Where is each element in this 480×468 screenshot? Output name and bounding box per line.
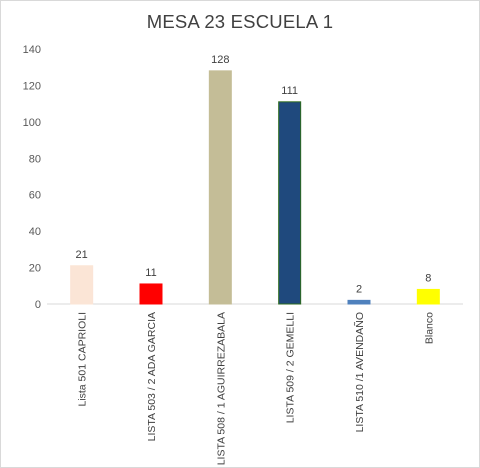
bar-data-label: 8 bbox=[425, 272, 431, 284]
bar-data-label: 11 bbox=[145, 267, 156, 279]
x-category-label: Blanco bbox=[423, 312, 435, 344]
bar bbox=[208, 70, 232, 305]
y-tick-label: 120 bbox=[23, 80, 41, 92]
x-category-label: Lista 501 CAPRIOLI bbox=[77, 312, 89, 407]
x-category-label: LISTA 503 / 2 ADA GARCIA bbox=[146, 312, 158, 441]
y-tick-label: 80 bbox=[29, 153, 41, 165]
y-tick-label: 100 bbox=[23, 117, 41, 129]
y-tick-label: 140 bbox=[23, 44, 41, 56]
y-tick-label: 60 bbox=[29, 190, 41, 202]
bar bbox=[347, 299, 371, 305]
x-category-label: LISTA 510 /1 AVENDAÑO bbox=[353, 312, 366, 432]
bar bbox=[139, 283, 163, 305]
chart-title: MESA 23 ESCUELA 1 bbox=[146, 11, 334, 32]
bar bbox=[70, 265, 94, 305]
bar-data-label: 2 bbox=[356, 283, 362, 295]
bar-data-label: 21 bbox=[76, 249, 88, 261]
bar-data-label: 111 bbox=[281, 85, 298, 97]
bar-data-label: 128 bbox=[211, 54, 229, 66]
x-category-label: LISTA 508 / 1 AGUIRREZABALA bbox=[215, 312, 227, 465]
y-tick-label: 20 bbox=[29, 263, 41, 275]
bar bbox=[278, 101, 302, 305]
bar bbox=[416, 288, 440, 305]
y-tick-label: 0 bbox=[35, 299, 41, 311]
x-category-label: LISTA 509 / 2 GEMELLI bbox=[285, 312, 297, 423]
y-tick-label: 40 bbox=[29, 226, 41, 238]
